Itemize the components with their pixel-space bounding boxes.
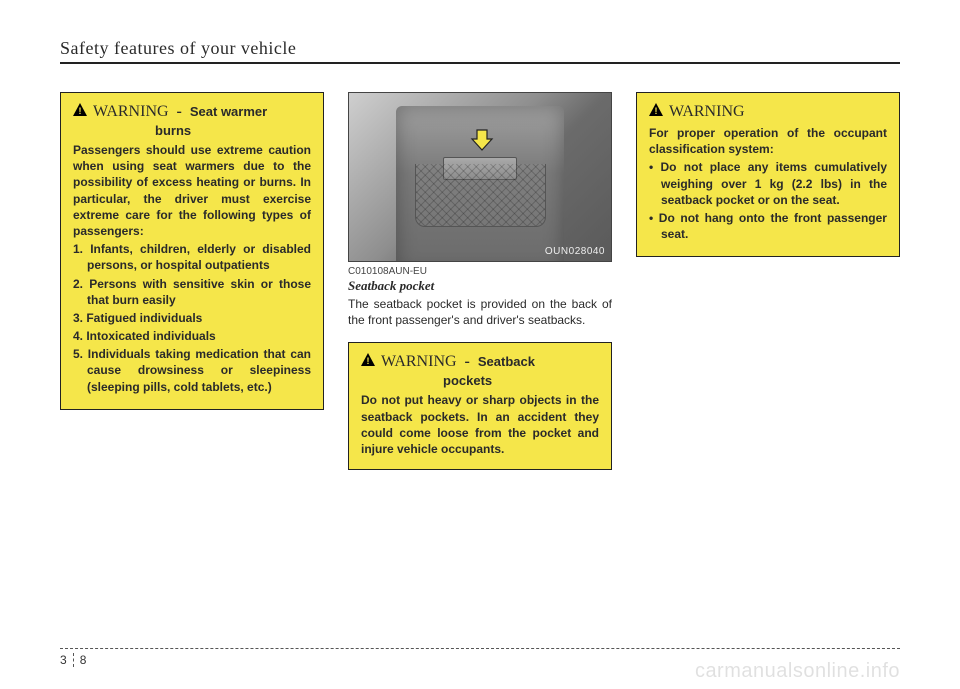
manual-page: Safety features of your vehicle ! WARNIN… <box>0 0 960 689</box>
caption-title: Seatback pocket <box>348 278 612 294</box>
photo-pocket-net <box>415 164 546 228</box>
warning-list: Do not place any items cumulatively weig… <box>649 159 887 242</box>
warning-triangle-icon: ! <box>73 103 87 119</box>
column-3: ! WARNING For proper operation of the oc… <box>636 92 900 269</box>
warning-seat-warmer-burns: ! WARNING - Seat warmer burns Passengers… <box>60 92 324 410</box>
warning-intro: Passengers should use extreme caution wh… <box>73 142 311 239</box>
column-2: OUN028040 C010108AUN-EU Seatback pocket … <box>348 92 612 482</box>
svg-text:!: ! <box>367 356 370 366</box>
warning-item-1: Do not place any items cumulatively weig… <box>649 159 887 208</box>
caption-body: The seatback pocket is provided on the b… <box>348 296 612 328</box>
photo-code-label: OUN028040 <box>545 246 605 257</box>
warning-label: WARNING <box>669 103 745 121</box>
warning-item-3: 3. Fatigued individuals <box>73 310 311 326</box>
warning-subtitle-wrap: burns <box>155 123 311 138</box>
page-number: 8 <box>80 653 87 667</box>
warning-occupant-classification: ! WARNING For proper operation of the oc… <box>636 92 900 257</box>
warning-intro: For proper operation of the occupant cla… <box>649 125 887 157</box>
content-columns: ! WARNING - Seat warmer burns Passengers… <box>60 92 900 482</box>
warning-subtitle-inline: Seat warmer <box>190 104 267 119</box>
warning-body: Passengers should use extreme caution wh… <box>73 142 311 395</box>
warning-head: ! WARNING - Seat warmer <box>73 103 311 121</box>
column-1: ! WARNING - Seat warmer burns Passengers… <box>60 92 324 422</box>
seatback-pocket-photo: OUN028040 <box>348 92 612 262</box>
photo-arrow-down-icon <box>470 127 494 151</box>
warning-subtitle-inline: Seatback <box>478 354 535 369</box>
warning-subtitle-wrap: pockets <box>443 373 599 388</box>
page-title: Safety features of your vehicle <box>60 38 900 62</box>
warning-separator: - <box>465 353 470 371</box>
warning-item-1: 1. Infants, children, elderly or disable… <box>73 241 311 273</box>
warning-triangle-icon: ! <box>649 103 663 119</box>
warning-body: Do not put heavy or sharp objects in the… <box>361 392 599 457</box>
warning-label: WARNING <box>381 353 457 371</box>
warning-item-5: 5. Individuals taking medication that ca… <box>73 346 311 395</box>
section-number: 3 <box>60 653 74 667</box>
watermark-text: carmanualsonline.info <box>695 660 900 683</box>
warning-item-2: Do not hang onto the front passenger sea… <box>649 210 887 242</box>
warning-triangle-icon: ! <box>361 353 375 369</box>
warning-head: ! WARNING <box>649 103 887 121</box>
warning-item-2: 2. Persons with sensitive skin or those … <box>73 276 311 308</box>
warning-label: WARNING <box>93 103 169 121</box>
warning-head: ! WARNING - Seatback <box>361 353 599 371</box>
warning-body: For proper operation of the occupant cla… <box>649 125 887 242</box>
warning-seatback-pockets: ! WARNING - Seatback pockets Do not put … <box>348 342 612 470</box>
warning-list: 1. Infants, children, elderly or disable… <box>73 241 311 395</box>
caption-code: C010108AUN-EU <box>348 266 612 277</box>
page-header: Safety features of your vehicle <box>60 38 900 64</box>
svg-text:!: ! <box>79 106 82 116</box>
svg-text:!: ! <box>655 106 658 116</box>
warning-separator: - <box>177 103 182 121</box>
warning-item-4: 4. Intoxicated individuals <box>73 328 311 344</box>
